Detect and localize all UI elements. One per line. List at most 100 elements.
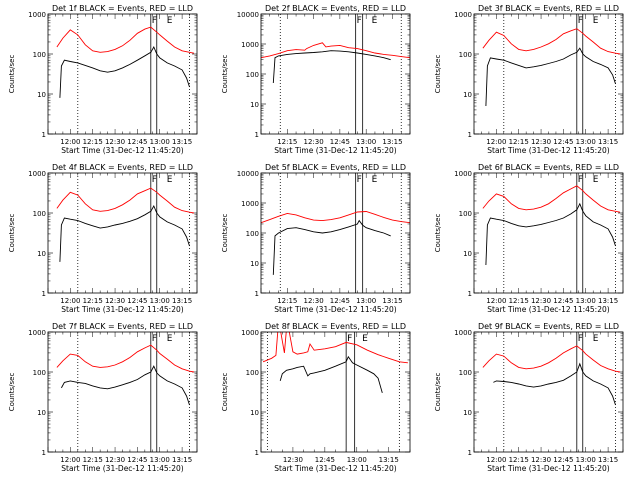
x-tick-label: 12:00 xyxy=(486,297,506,305)
x-tick-label: 13:00 xyxy=(356,297,376,305)
x-tick-label: 12:30 xyxy=(105,456,125,464)
panel-title: Det 4f BLACK = Events, RED = LLD xyxy=(52,163,193,172)
x-tick-label: 12:45 xyxy=(553,138,573,146)
x-tick-label: 12:00 xyxy=(60,138,80,146)
x-tick-label: 12:15 xyxy=(277,297,297,305)
x-tick-label: 13:00 xyxy=(150,138,170,146)
y-tick-label: 100 xyxy=(459,369,472,377)
plot-frame xyxy=(473,331,624,453)
y-tick-label: 10 xyxy=(250,260,259,268)
panel-det-1: Det 1f BLACK = Events, RED = LLD 1 10 100 10… xyxy=(8,4,198,155)
x-tick-label: 12:30 xyxy=(105,297,125,305)
y-tick-label: 1 xyxy=(468,449,472,457)
plot-frame xyxy=(47,13,198,135)
x-tick-label: 13:00 xyxy=(150,297,170,305)
x-axis-label: Start Time (31-Dec-12 11:45:20) xyxy=(61,305,183,314)
series-lld-line xyxy=(482,185,621,213)
x-tick-label: 12:45 xyxy=(127,297,147,305)
y-tick-label: 10000 xyxy=(237,11,259,19)
marker-label-e: E xyxy=(362,334,368,344)
y-tick-label: 1 xyxy=(468,290,472,298)
x-tick-label: 12:45 xyxy=(315,456,335,464)
marker-label-f: F xyxy=(578,334,583,344)
x-tick-label: 13:00 xyxy=(576,456,596,464)
marker-label-e: E xyxy=(372,175,378,185)
x-tick-label: 12:30 xyxy=(283,456,303,464)
y-tick-label: 1 xyxy=(255,290,259,298)
marker-label-f: F xyxy=(152,175,157,185)
x-tick-label: 13:15 xyxy=(382,297,402,305)
marker-label-e: E xyxy=(372,16,378,26)
plot-frame xyxy=(47,331,198,453)
x-tick-label: 13:15 xyxy=(598,297,618,305)
panel-title: Det 7f BLACK = Events, RED = LLD xyxy=(52,322,193,331)
series-events-line xyxy=(61,365,190,406)
y-tick-label: 1000 xyxy=(28,11,46,19)
x-tick-label: 12:15 xyxy=(83,456,103,464)
y-tick-label: 1000 xyxy=(241,41,259,49)
series-events-line xyxy=(59,45,190,98)
marker-label-e: E xyxy=(167,334,173,344)
series-lld-line xyxy=(56,26,195,54)
x-tick-label: 12:00 xyxy=(486,456,506,464)
x-axis-label: Start Time (31-Dec-12 11:45:20) xyxy=(487,305,609,314)
marker-label-e: E xyxy=(167,16,173,26)
x-tick-label: 12:15 xyxy=(83,138,103,146)
marker-label-e: E xyxy=(593,175,599,185)
panel-det-3: Det 3f BLACK = Events, RED = LLD 1 10 100 10… xyxy=(434,4,624,155)
y-tick-label: 10 xyxy=(37,409,46,417)
x-tick-label: 12:15 xyxy=(509,297,529,305)
panel-title: Det 3f BLACK = Events, RED = LLD xyxy=(478,4,619,13)
x-tick-label: 13:15 xyxy=(379,456,399,464)
panel-title: Det 1f BLACK = Events, RED = LLD xyxy=(52,4,193,13)
y-tick-label: 1 xyxy=(255,131,259,139)
x-axis-label: Start Time (31-Dec-12 11:45:20) xyxy=(274,146,396,155)
x-tick-label: 12:45 xyxy=(330,297,350,305)
y-tick-label: 1 xyxy=(42,290,46,298)
y-tick-label: 1000 xyxy=(454,11,472,19)
y-axis-label: Counts/sec xyxy=(221,55,229,94)
panel-det-7: Det 7f BLACK = Events, RED = LLD 1 10 100 10… xyxy=(8,322,198,473)
x-tick-label: 12:30 xyxy=(303,138,323,146)
panel-det-9: Det 9f BLACK = Events, RED = LLD 1 10 100 10… xyxy=(434,322,624,473)
y-tick-label: 1000 xyxy=(241,329,259,337)
y-axis-label: Counts/sec xyxy=(221,373,229,412)
x-tick-label: 12:45 xyxy=(553,456,573,464)
x-axis-label: Start Time (31-Dec-12 11:45:20) xyxy=(487,464,609,473)
marker-label-f: F xyxy=(357,16,362,26)
x-tick-label: 12:30 xyxy=(531,456,551,464)
x-axis-label: Start Time (31-Dec-12 11:45:20) xyxy=(487,146,609,155)
marker-label-f: F xyxy=(152,334,157,344)
marker-label-f: F xyxy=(578,175,583,185)
marker-label-f: F xyxy=(357,175,362,185)
y-tick-label: 1000 xyxy=(454,329,472,337)
series-lld-line xyxy=(482,345,621,373)
y-tick-label: 10000 xyxy=(237,170,259,178)
marker-label-e: E xyxy=(593,16,599,26)
y-tick-label: 1000 xyxy=(454,170,472,178)
y-tick-label: 1000 xyxy=(28,170,46,178)
y-axis-label: Counts/sec xyxy=(8,373,16,412)
x-tick-label: 12:00 xyxy=(60,456,80,464)
x-tick-label: 12:30 xyxy=(303,297,323,305)
x-tick-label: 13:15 xyxy=(598,138,618,146)
panel-det-2: Det 2f BLACK = Events, RED = LLD 1 10 100 10… xyxy=(221,4,411,155)
y-tick-label: 100 xyxy=(246,230,259,238)
series-lld-line xyxy=(482,28,621,55)
y-axis-label: Counts/sec xyxy=(434,55,442,94)
x-axis-label: Start Time (31-Dec-12 11:45:20) xyxy=(61,464,183,473)
x-tick-label: 12:45 xyxy=(330,138,350,146)
y-axis-label: Counts/sec xyxy=(8,55,16,94)
marker-label-e: E xyxy=(593,334,599,344)
x-tick-label: 12:15 xyxy=(509,456,529,464)
y-tick-label: 10 xyxy=(37,250,46,258)
x-tick-label: 13:15 xyxy=(382,138,402,146)
y-tick-label: 100 xyxy=(33,210,46,218)
series-lld-line xyxy=(261,211,410,224)
x-tick-label: 12:45 xyxy=(553,297,573,305)
x-tick-label: 12:15 xyxy=(509,138,529,146)
x-tick-label: 12:45 xyxy=(127,456,147,464)
plot-frame xyxy=(473,172,624,294)
series-events-line xyxy=(485,202,616,266)
series-events-line xyxy=(272,50,391,84)
